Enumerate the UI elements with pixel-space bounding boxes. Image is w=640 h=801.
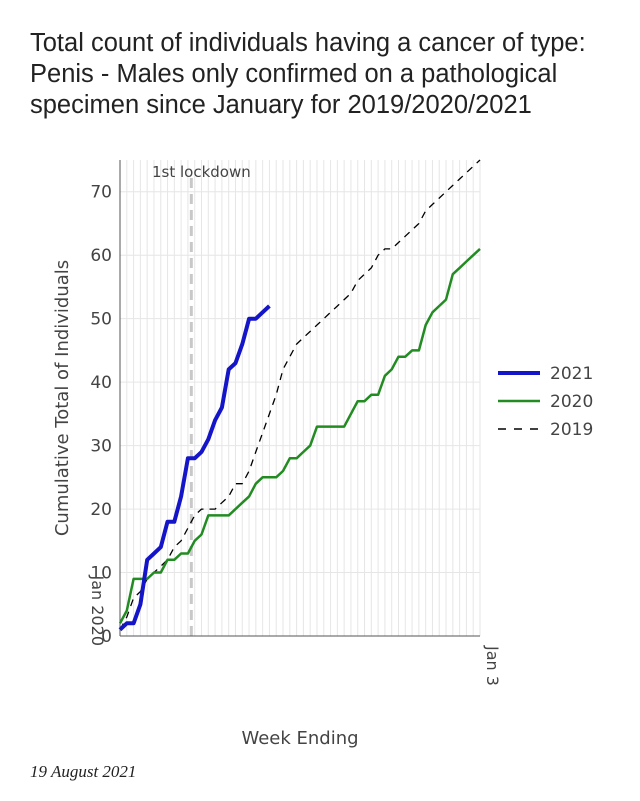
lockdown-marker: 1st lockdown: [152, 163, 251, 636]
y-tick-label: 70: [90, 183, 112, 203]
series-line-2019: [119, 159, 481, 631]
y-tick-label: 20: [90, 500, 112, 520]
axes: 0 10 20 30 40 50 60 70: [90, 160, 480, 647]
x-tick-label-start: Jan 2020: [88, 575, 107, 646]
series-lines: [118, 159, 481, 632]
chart-title: Total count of individuals having a canc…: [30, 29, 586, 119]
series-line-2020: [118, 247, 481, 624]
legend: 2021 2020 2019: [498, 364, 593, 440]
x-tick-label-end: Jan 3: [483, 645, 502, 686]
legend-label-2019: 2019: [550, 420, 593, 440]
date-footnote: 19 August 2021: [30, 762, 137, 781]
y-tick-label: 50: [90, 310, 112, 330]
legend-label-2020: 2020: [550, 392, 593, 412]
series-line-2021: [118, 304, 271, 632]
legend-label-2021: 2021: [550, 364, 593, 384]
y-tick-label: 30: [90, 437, 112, 457]
y-axis-title: Cumulative Total of Individuals: [52, 260, 73, 536]
y-tick-label: 0: [101, 627, 112, 647]
grid-lines: [119, 160, 481, 637]
y-tick-label: 10: [90, 564, 112, 584]
x-axis-title: Week Ending: [241, 728, 358, 749]
lockdown-label: 1st lockdown: [152, 163, 251, 181]
axis-labels: Cumulative Total of Individuals Week Endi…: [52, 260, 502, 749]
y-tick-label: 60: [90, 246, 112, 266]
y-tick-label: 40: [90, 373, 112, 393]
